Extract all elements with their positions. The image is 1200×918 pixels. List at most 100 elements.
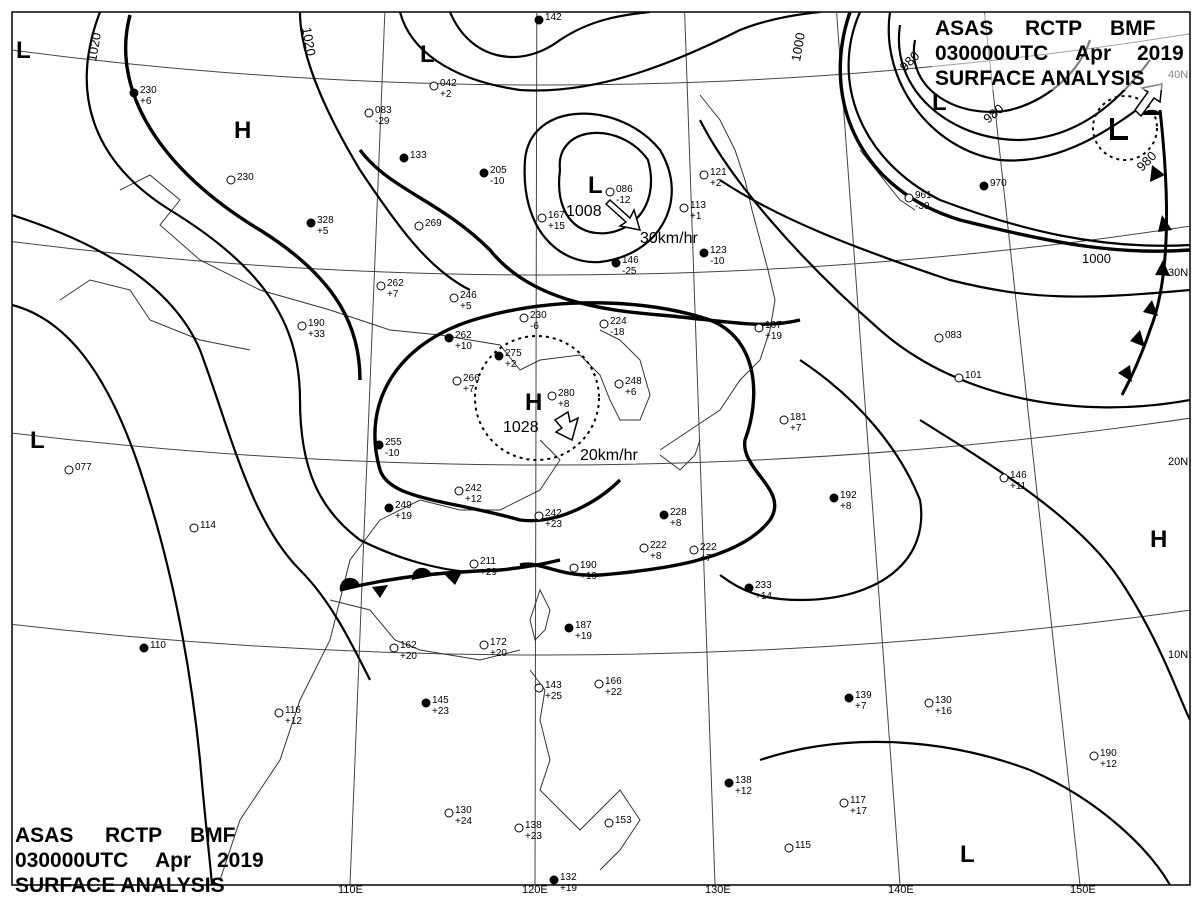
station-plot: 146-25 <box>611 255 639 277</box>
station-pressure: 132 <box>560 872 577 883</box>
station-tendency: +7 <box>790 423 802 434</box>
station-plot: 181+7 <box>779 412 807 434</box>
station-plot: 138+12 <box>724 775 752 797</box>
station-pressure: 262 <box>455 330 472 341</box>
fronts <box>339 109 1172 598</box>
station-plot: 328+5 <box>306 215 334 237</box>
station-plot: 143+25 <box>534 680 562 702</box>
station-tendency: +12 <box>1100 759 1117 770</box>
station-plot: 190+19 <box>569 560 597 582</box>
station-plot: 228+8 <box>659 507 687 529</box>
station-tendency: +8 <box>650 551 662 562</box>
station-pressure: 116 <box>285 705 301 716</box>
station-plot: 166+22 <box>594 676 622 698</box>
station-circle-icon <box>954 373 964 383</box>
station-tendency: +19 <box>560 883 577 894</box>
station-plot: 269 <box>414 218 442 231</box>
station-circle-icon <box>514 823 524 833</box>
station-pressure: 138 <box>525 820 542 831</box>
station-tendency: +23 <box>545 519 562 530</box>
station-pressure: 133 <box>410 150 427 161</box>
station-pressure: 211 <box>480 556 496 567</box>
station-pressure: 142 <box>545 12 562 23</box>
isobars <box>12 12 1190 885</box>
station-pressure: 205 <box>490 165 507 176</box>
station-plot: 190+12 <box>1089 748 1117 770</box>
station-plot: 190+33 <box>297 318 325 340</box>
station-tendency: +7 <box>700 553 712 564</box>
station-tendency: +12 <box>465 494 482 505</box>
station-circle-icon <box>564 623 574 633</box>
station-circle-icon <box>479 168 489 178</box>
station-circle-icon <box>679 203 689 213</box>
station-circle-icon <box>699 248 709 258</box>
station-tendency: +7 <box>463 384 475 395</box>
station-pressure: 130 <box>455 805 472 816</box>
station-circle-icon <box>605 187 615 197</box>
low-center: L <box>960 841 975 868</box>
station-circle-icon <box>297 321 307 331</box>
meridian-line <box>349 12 386 885</box>
station-plot: 167+15 <box>537 210 565 232</box>
header-title: SURFACE ANALYSIS <box>15 874 225 897</box>
station-tendency: +29 <box>480 567 497 578</box>
station-tendency: -10 <box>385 448 400 459</box>
header-title: SURFACE ANALYSIS <box>935 67 1145 90</box>
header-bottom: ASAS RCTP BMF 030000UTC Apr 2019 SURFACE… <box>15 824 264 897</box>
station-plot: 222+7 <box>689 542 717 564</box>
header-time: 030000UTC <box>935 42 1048 65</box>
station-plot: 113+1 <box>679 200 706 222</box>
station-tendency: +16 <box>935 706 952 717</box>
station-tendency: +24 <box>455 816 472 827</box>
station-tendency: +20 <box>490 648 507 659</box>
station-pressure: 145 <box>432 695 449 706</box>
high-center: H <box>1150 526 1167 553</box>
station-plot: 248+6 <box>614 376 642 398</box>
station-pressure: 083 <box>945 330 962 341</box>
station-pressure: 110 <box>150 640 166 651</box>
station-plot: 101 <box>954 370 982 383</box>
station-plot: 266+7 <box>452 373 480 395</box>
header-month: Apr <box>155 849 191 872</box>
station-circle-icon <box>569 563 579 573</box>
station-tendency: +10 <box>455 341 472 352</box>
station-circle-icon <box>444 333 454 343</box>
station-tendency: +8 <box>670 518 682 529</box>
station-pressure: 190 <box>580 560 597 571</box>
station-pressure: 121 <box>710 167 727 178</box>
station-circle-icon <box>614 379 624 389</box>
station-tendency: +19 <box>580 571 597 582</box>
station-tendency: +19 <box>395 511 412 522</box>
station-plot: 230+6 <box>129 85 157 107</box>
station-tendency: -10 <box>710 256 725 267</box>
station-circle-icon <box>999 473 1009 483</box>
station-tendency: +33 <box>308 329 325 340</box>
station-plot: 167+19 <box>754 320 782 342</box>
station-tendency: +8 <box>558 399 570 410</box>
low-center: L <box>30 427 45 454</box>
station-plot: 130+24 <box>444 805 472 827</box>
station-pressure: 246 <box>460 290 477 301</box>
station-circle-icon <box>226 175 236 185</box>
station-pressure: 077 <box>75 462 92 473</box>
station-plot: 162+20 <box>389 640 417 662</box>
header-month: Apr <box>1075 42 1111 65</box>
station-tendency: +14 <box>755 591 772 602</box>
station-pressure: 172 <box>490 637 507 648</box>
map-frame <box>11 11 1191 886</box>
station-circle-icon <box>452 376 462 386</box>
station-plot: 246+5 <box>449 290 477 312</box>
station-pressure: 143 <box>545 680 562 691</box>
station-circle-icon <box>414 221 424 231</box>
station-circle-icon <box>129 88 139 98</box>
station-plot: 224-18 <box>599 316 627 338</box>
station-circle-icon <box>979 181 989 191</box>
station-pressure: 117 <box>850 795 866 806</box>
station-pressure: 123 <box>710 245 727 256</box>
station-plot: 086-12 <box>605 184 633 206</box>
station-plot: 242+12 <box>454 483 482 505</box>
station-pressure: 146 <box>622 255 639 266</box>
station-pressure: 961 <box>915 190 932 201</box>
station-circle-icon <box>744 583 754 593</box>
